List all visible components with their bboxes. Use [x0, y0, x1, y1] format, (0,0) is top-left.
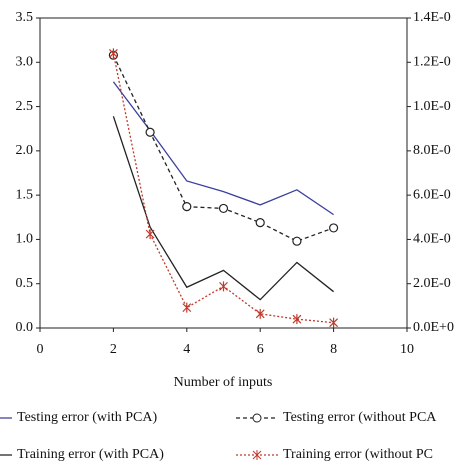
- y2-tick-label: 0.0E+0: [413, 320, 454, 335]
- series-line: [112, 116, 335, 301]
- y2-tick-label: 1.4E-0: [413, 10, 451, 25]
- y-tick-label: 0.0: [16, 320, 34, 335]
- y-tick-label: 3.0: [16, 55, 34, 70]
- y-tick-label: 2.0: [16, 143, 34, 158]
- point: [219, 281, 228, 292]
- point: [182, 302, 192, 313]
- y2-tick-label: 2.0E-0: [413, 276, 451, 291]
- point: [255, 308, 265, 319]
- point: [292, 236, 302, 246]
- legend-marker: [252, 450, 262, 460]
- legend-label: Training error (with PCA): [17, 447, 164, 462]
- y2-tick-label: 1.0E-0: [413, 99, 451, 114]
- x-tick-label: 2: [110, 342, 117, 357]
- point: [255, 218, 265, 228]
- legend-label: Testing error (with PCA): [17, 410, 158, 425]
- point: [329, 223, 339, 233]
- y2-tick-label: 6.0E-0: [413, 187, 451, 202]
- plot-frame: [39, 17, 408, 329]
- y-tick-label: 1.0: [16, 232, 34, 247]
- point: [292, 314, 302, 325]
- x-tick-label: 10: [400, 342, 414, 357]
- x-tick-label: 6: [257, 342, 264, 357]
- y-tick-label: 2.5: [16, 99, 34, 114]
- point: [145, 127, 155, 137]
- x-tick-label: 8: [330, 342, 337, 357]
- legend-label: Training error (without PC: [283, 447, 433, 462]
- point: [182, 202, 192, 212]
- point: [108, 48, 118, 59]
- y2-tick-label: 4.0E-0: [413, 232, 451, 247]
- series-line: [112, 54, 334, 242]
- y-tick-label: 0.5: [16, 276, 34, 291]
- x-tick-label: 0: [37, 342, 44, 357]
- y2-tick-label: 1.2E-0: [413, 55, 451, 70]
- point: [329, 317, 339, 328]
- point: [218, 203, 229, 214]
- x-tick-label: 4: [183, 342, 190, 357]
- x-axis-label: Number of inputs: [174, 375, 273, 390]
- point: [145, 229, 155, 240]
- y-tick-label: 1.5: [16, 187, 34, 202]
- y2-tick-label: 8.0E-0: [413, 143, 451, 158]
- legend-marker: [252, 413, 262, 423]
- legend-label: Testing error (without PCA: [283, 410, 437, 425]
- series-line: [112, 81, 334, 216]
- y-tick-label: 3.5: [16, 10, 34, 25]
